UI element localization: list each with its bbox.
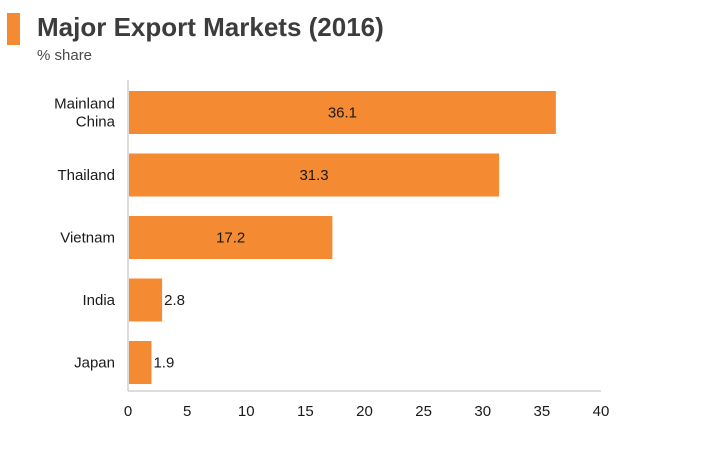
bar <box>129 278 163 322</box>
chart-subtitle: % share <box>37 47 93 64</box>
title-accent-bar <box>7 13 20 45</box>
x-tick-label: 40 <box>593 403 610 420</box>
x-tick-label: 20 <box>356 403 373 420</box>
bar <box>129 341 152 384</box>
chart-title: Major Export Markets (2016) <box>37 12 384 42</box>
x-tick-label: 35 <box>534 403 551 420</box>
category-label: India <box>82 292 115 309</box>
data-label: 36.1 <box>328 105 357 122</box>
category-label: Japan <box>74 355 115 372</box>
category-label: Vietnam <box>60 230 115 247</box>
data-label: 1.9 <box>153 355 174 372</box>
x-tick-label: 30 <box>474 403 491 420</box>
bar <box>129 91 556 134</box>
bar <box>129 216 333 259</box>
x-tick-label: 10 <box>238 403 255 420</box>
data-label: 17.2 <box>216 230 245 247</box>
category-label: Mainland China <box>54 96 116 131</box>
x-tick-label: 15 <box>297 403 314 420</box>
bar <box>129 153 500 197</box>
x-tick-label: 25 <box>415 403 432 420</box>
category-label: Thailand <box>57 167 115 184</box>
x-tick-label: 0 <box>124 403 132 420</box>
data-label: 31.3 <box>299 167 328 184</box>
x-tick-label: 5 <box>183 403 191 420</box>
data-label: 2.8 <box>164 292 185 309</box>
